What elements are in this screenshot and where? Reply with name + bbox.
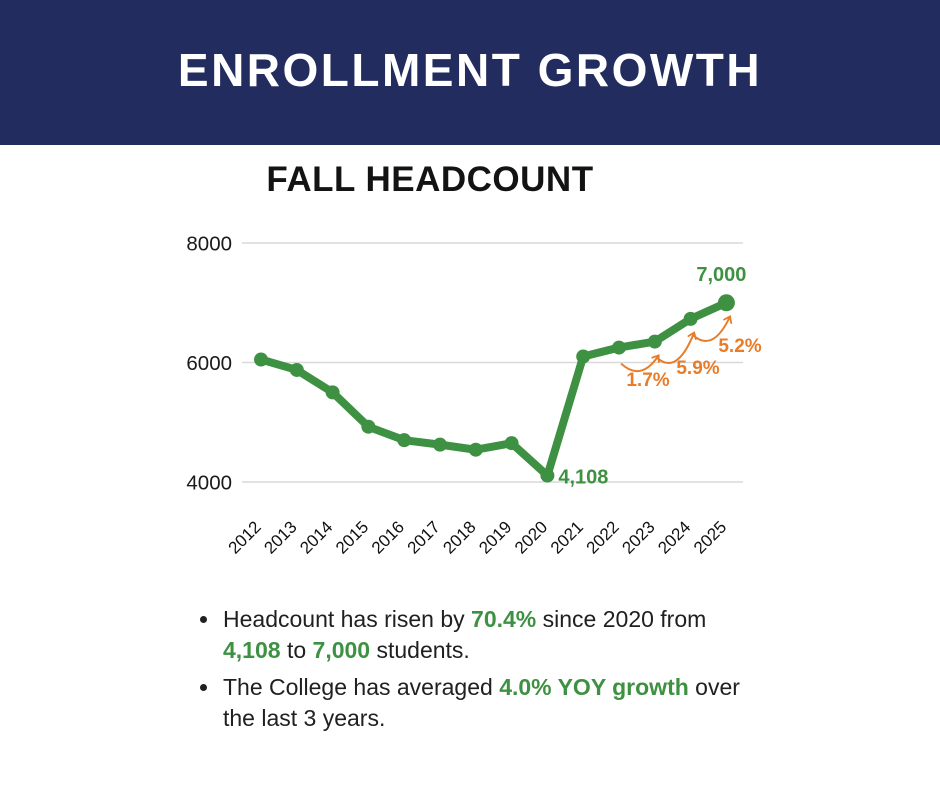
y-axis-tick-label: 4000 <box>186 472 232 495</box>
data-point-marker <box>683 311 698 326</box>
x-axis-year-label: 2018 <box>439 517 479 557</box>
highlight-stat: 4.0% YOY growth <box>499 674 689 700</box>
x-axis-year-label: 2021 <box>547 517 587 557</box>
data-point-marker <box>717 294 735 312</box>
x-axis-year-label: 2022 <box>583 517 623 557</box>
y-axis-tick-label: 8000 <box>186 233 232 256</box>
data-point-marker <box>504 436 519 451</box>
data-point-marker <box>254 352 268 367</box>
takeaway-text: since 2020 from <box>536 606 707 632</box>
x-axis-year-label: 2014 <box>296 517 336 557</box>
x-axis-year-label: 2012 <box>225 517 265 557</box>
x-axis-year-label: 2013 <box>260 517 300 557</box>
y-axis-tick-label: 6000 <box>186 352 232 375</box>
point-value-label: 4,108 <box>558 467 608 489</box>
growth-arrow <box>656 331 697 364</box>
page-title: ENROLLMENT GROWTH <box>177 43 763 96</box>
takeaway-line: Headcount has risen by 70.4% since 2020 … <box>223 604 796 635</box>
highlight-stat: 4,108 <box>223 637 281 663</box>
key-takeaways-list: Headcount has risen by 70.4% since 2020 … <box>196 604 796 734</box>
takeaway-text: to <box>280 637 313 663</box>
x-axis-year-label: 2017 <box>404 517 444 557</box>
x-axis-year-label: 2015 <box>332 517 372 557</box>
takeaway-text: students. <box>370 637 470 663</box>
growth-arrow <box>620 354 660 373</box>
x-axis-year-label: 2023 <box>618 517 658 557</box>
chart-title: FALL HEADCOUNT <box>266 160 594 199</box>
data-point-marker <box>433 437 447 452</box>
data-point-marker <box>289 362 304 377</box>
data-point-marker <box>325 385 340 400</box>
takeaway-item: The College has averaged 4.0% YOY growth… <box>196 672 796 734</box>
data-point-marker <box>612 340 626 355</box>
point-value-label: 7,000 <box>696 264 746 286</box>
x-axis-year-label: 2020 <box>511 517 551 557</box>
x-axis-year-label: 2025 <box>690 517 730 557</box>
takeaway-text: over <box>688 674 740 700</box>
takeaway-line: the last 3 years. <box>223 703 796 734</box>
takeaway-text: the last 3 years. <box>223 705 386 731</box>
data-point-marker <box>647 334 662 349</box>
growth-percent-label: 5.9% <box>676 358 719 379</box>
data-point-marker <box>397 433 412 448</box>
x-axis-year-label: 2016 <box>368 517 408 557</box>
x-axis-year-label: 2019 <box>475 517 515 557</box>
takeaway-item: Headcount has risen by 70.4% since 2020 … <box>196 604 796 666</box>
data-point-marker <box>576 349 591 364</box>
takeaway-line: 4,108 to 7,000 students. <box>223 635 796 666</box>
growth-percent-label: 5.2% <box>718 336 761 357</box>
fall-headcount-line-chart: 4000 6000 8000 2012201320142015201620172018… <box>186 233 761 558</box>
x-axis-year-label: 2024 <box>654 517 694 557</box>
takeaway-line: The College has averaged 4.0% YOY growth… <box>223 672 796 703</box>
growth-arrow <box>691 315 733 342</box>
data-point-marker <box>468 442 483 457</box>
data-point-marker <box>540 468 555 483</box>
growth-percent-label: 1.7% <box>626 370 669 391</box>
highlight-stat: 7,000 <box>312 637 371 663</box>
takeaway-text: Headcount has risen by <box>223 606 472 632</box>
header-banner: ENROLLMENT GROWTH <box>0 0 940 145</box>
takeaway-text: The College has averaged <box>223 674 500 700</box>
data-point-marker <box>361 419 376 434</box>
highlight-stat: 70.4% <box>471 606 537 632</box>
